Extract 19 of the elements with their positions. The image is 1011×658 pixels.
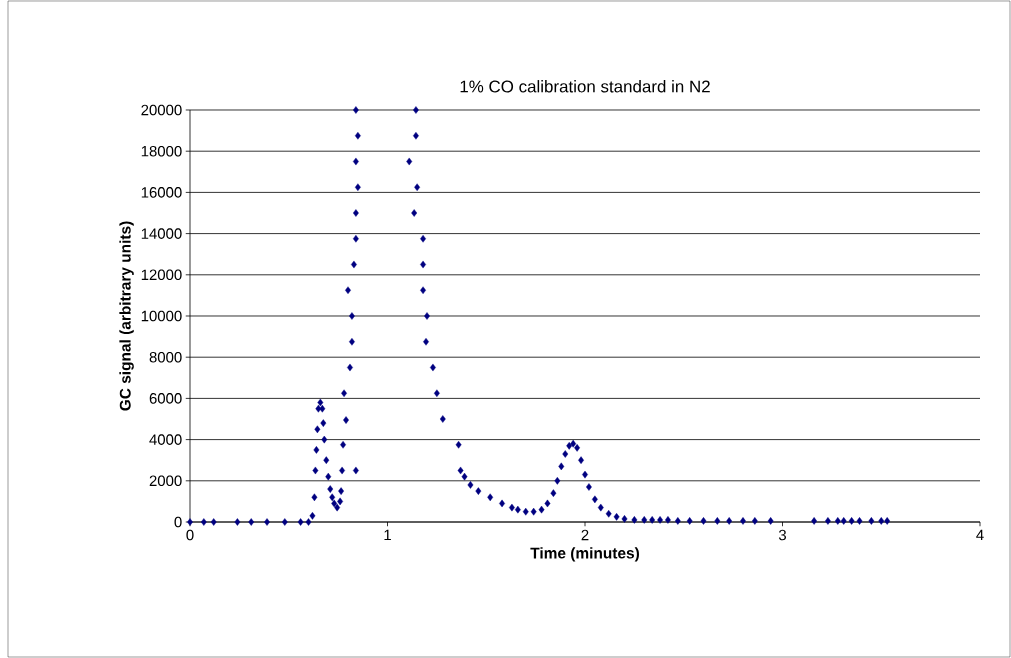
x-tick-label: 2 [581,529,589,541]
y-tick-label: 14000 [141,228,182,239]
y-tick-label: 20000 [141,104,182,116]
y-tick-label: 0 [174,516,182,528]
x-tick-label: 3 [778,529,787,541]
y-tick-label: 6000 [149,393,182,404]
y-tick-label: 18000 [141,145,182,157]
x-tick-label: 4 [976,529,984,541]
y-tick-label: 8000 [149,351,182,363]
x-tick-label: 1 [384,529,391,541]
y-tick-label: 16000 [141,187,182,198]
y-tick-label: 2000 [149,475,182,487]
y-tick-label: 10000 [141,310,182,322]
y-tick-label: 4000 [149,434,182,445]
x-tick-label: 0 [186,529,194,541]
y-axis-title: GC signal (arbitrary units) [119,221,134,411]
y-tick-label: 12000 [141,269,182,281]
x-axis-title: Time (minutes) [530,547,639,562]
chart-title: 1% CO calibration standard in N2 [460,80,710,93]
